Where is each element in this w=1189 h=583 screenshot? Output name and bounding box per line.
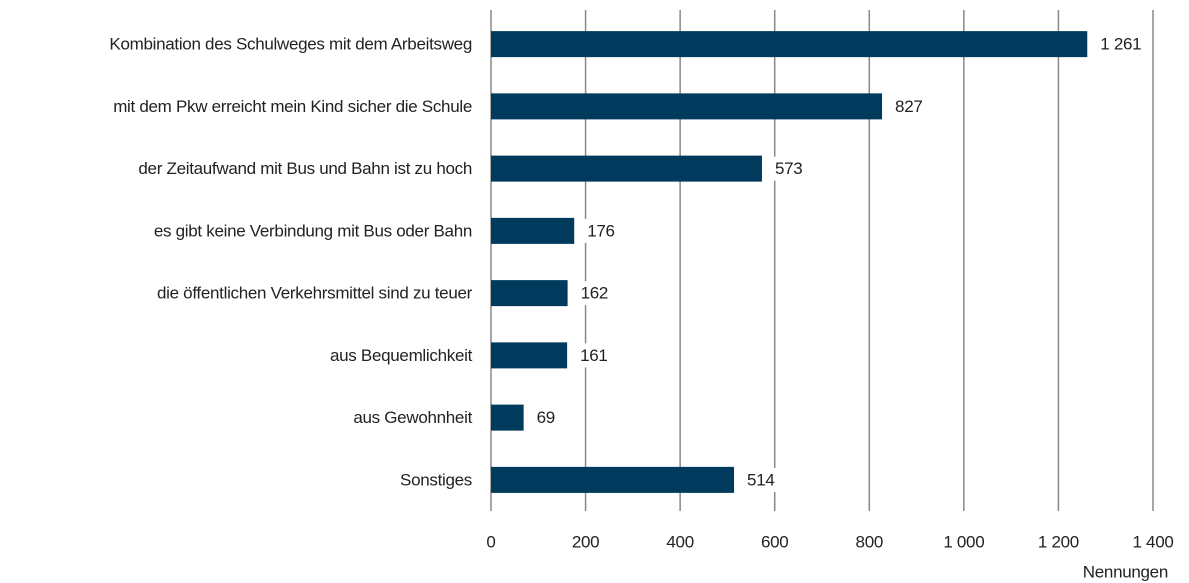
value-label: 161 xyxy=(580,346,607,365)
bar xyxy=(491,31,1088,58)
y-tick-label: die öffentlichen Verkehrsmittel sind zu … xyxy=(157,284,473,303)
x-axis-label: Nennungen xyxy=(1083,562,1168,581)
bar xyxy=(491,217,575,244)
bar xyxy=(491,280,568,307)
y-tick-label: der Zeitaufwand mit Bus und Bahn ist zu … xyxy=(138,159,472,178)
x-tick-label: 200 xyxy=(572,532,599,551)
value-label: 514 xyxy=(747,470,774,489)
bar xyxy=(491,155,762,182)
x-tick-label: 600 xyxy=(761,532,788,551)
y-tick-label: es gibt keine Verbindung mit Bus oder Ba… xyxy=(154,221,472,240)
bar xyxy=(491,93,883,120)
value-label-bg xyxy=(741,467,781,492)
x-tick-label: 1 200 xyxy=(1038,532,1079,551)
value-label-bg xyxy=(581,218,621,243)
x-tick-label: 800 xyxy=(856,532,883,551)
x-tick-label: 1 400 xyxy=(1132,532,1173,551)
value-label-bg xyxy=(530,405,561,430)
x-tick-label: 1 000 xyxy=(943,532,984,551)
value-label: 827 xyxy=(895,97,922,116)
x-tick-label: 0 xyxy=(486,532,495,551)
y-tick-label: aus Bequemlichkeit xyxy=(330,346,473,365)
bar xyxy=(491,342,568,369)
value-label: 1 261 xyxy=(1100,35,1141,54)
value-label: 69 xyxy=(537,408,555,427)
value-label: 176 xyxy=(587,221,614,240)
value-label-bg xyxy=(1094,32,1148,57)
value-label-bg xyxy=(768,156,809,181)
value-label-bg xyxy=(574,343,614,368)
y-tick-label: mit dem Pkw erreicht mein Kind sicher di… xyxy=(113,97,472,116)
bar xyxy=(491,404,524,431)
value-label-bg xyxy=(574,281,615,306)
y-tick-label: Kombination des Schulweges mit dem Arbei… xyxy=(109,35,472,54)
y-tick-label: aus Gewohnheit xyxy=(353,408,472,427)
value-label-bg xyxy=(889,94,929,119)
value-label: 573 xyxy=(775,159,802,178)
x-tick-label: 400 xyxy=(666,532,693,551)
bar xyxy=(491,466,735,493)
value-label: 162 xyxy=(581,284,608,303)
y-tick-label: Sonstiges xyxy=(400,470,472,489)
